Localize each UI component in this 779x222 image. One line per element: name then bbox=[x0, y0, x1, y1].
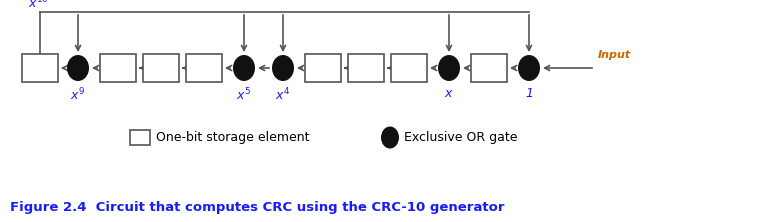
Text: Exclusive OR gate: Exclusive OR gate bbox=[404, 131, 517, 144]
Text: $x^{10}$: $x^{10}$ bbox=[28, 0, 49, 11]
Bar bbox=[186, 54, 222, 82]
Bar bbox=[143, 54, 179, 82]
Text: $x^{5}$: $x^{5}$ bbox=[237, 87, 252, 104]
Bar bbox=[471, 54, 507, 82]
Bar bbox=[130, 130, 150, 145]
Bar bbox=[22, 54, 58, 82]
Text: 1: 1 bbox=[525, 87, 533, 100]
Bar bbox=[305, 54, 341, 82]
Text: One-bit storage element: One-bit storage element bbox=[156, 131, 309, 144]
Ellipse shape bbox=[438, 55, 460, 81]
Ellipse shape bbox=[233, 55, 255, 81]
Text: Input: Input bbox=[598, 50, 631, 60]
Bar bbox=[100, 54, 136, 82]
Ellipse shape bbox=[67, 55, 89, 81]
Ellipse shape bbox=[381, 127, 399, 149]
Bar bbox=[391, 54, 427, 82]
Text: $x^{9}$: $x^{9}$ bbox=[70, 87, 86, 104]
Ellipse shape bbox=[518, 55, 540, 81]
Text: $x$: $x$ bbox=[444, 87, 454, 100]
Text: Figure 2.4  Circuit that computes CRC using the CRC-10 generator: Figure 2.4 Circuit that computes CRC usi… bbox=[10, 200, 505, 214]
Bar bbox=[348, 54, 384, 82]
Ellipse shape bbox=[272, 55, 294, 81]
Text: $x^{4}$: $x^{4}$ bbox=[275, 87, 291, 104]
